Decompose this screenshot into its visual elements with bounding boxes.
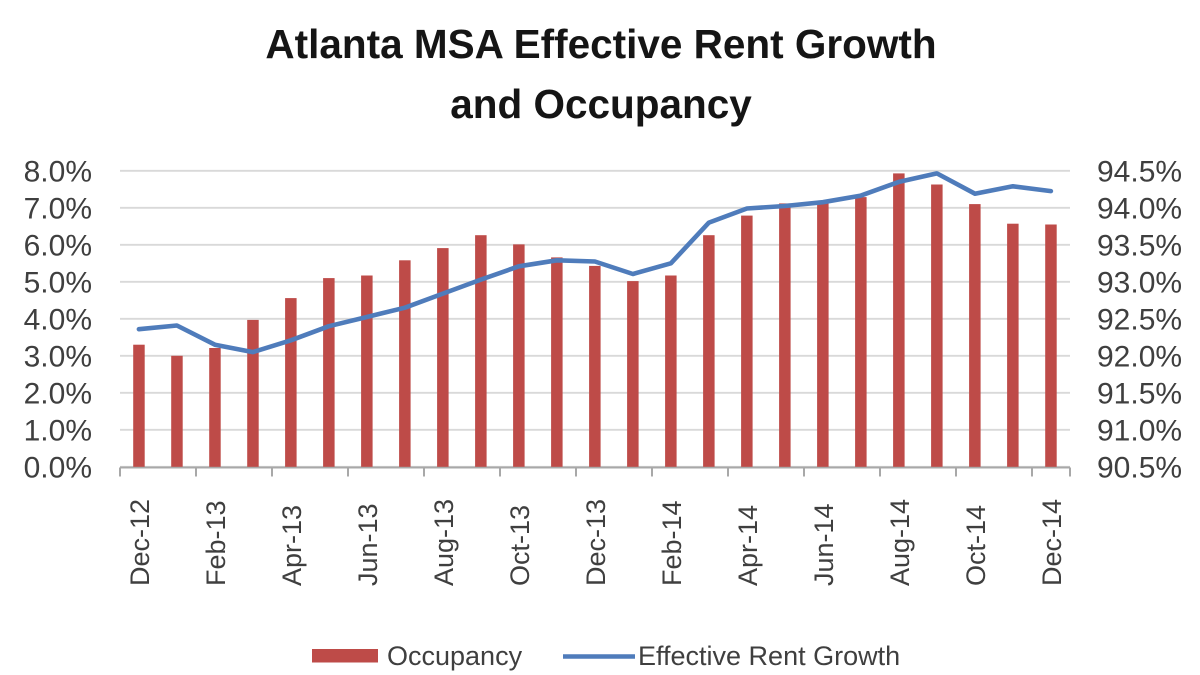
svg-text:91.0%: 91.0%	[1097, 414, 1182, 447]
svg-text:6.0%: 6.0%	[24, 229, 92, 262]
svg-text:Jun-14: Jun-14	[809, 503, 839, 586]
svg-text:Dec-14: Dec-14	[1037, 499, 1067, 586]
svg-text:4.0%: 4.0%	[24, 303, 92, 336]
svg-text:1.0%: 1.0%	[24, 414, 92, 447]
svg-text:and Occupancy: and Occupancy	[450, 81, 752, 127]
svg-text:8.0%: 8.0%	[24, 155, 92, 188]
svg-text:Dec-13: Dec-13	[581, 499, 611, 586]
svg-text:Atlanta MSA Effective Rent Gro: Atlanta MSA Effective Rent Growth	[265, 21, 936, 67]
svg-text:Aug-13: Aug-13	[429, 499, 459, 586]
svg-text:93.5%: 93.5%	[1097, 229, 1182, 262]
svg-text:Occupancy: Occupancy	[387, 641, 523, 671]
svg-text:94.5%: 94.5%	[1097, 155, 1182, 188]
svg-text:90.5%: 90.5%	[1097, 451, 1182, 484]
svg-text:92.5%: 92.5%	[1097, 303, 1182, 336]
svg-text:Oct-13: Oct-13	[505, 505, 535, 586]
svg-text:Jun-13: Jun-13	[353, 503, 383, 586]
svg-text:93.0%: 93.0%	[1097, 266, 1182, 299]
svg-text:0.0%: 0.0%	[24, 451, 92, 484]
svg-text:Feb-13: Feb-13	[201, 500, 231, 586]
svg-text:Apr-13: Apr-13	[277, 505, 307, 586]
svg-text:Effective Rent Growth: Effective Rent Growth	[638, 641, 900, 671]
svg-text:94.0%: 94.0%	[1097, 192, 1182, 225]
svg-text:91.5%: 91.5%	[1097, 377, 1182, 410]
svg-text:Dec-12: Dec-12	[125, 499, 155, 586]
svg-text:2.0%: 2.0%	[24, 377, 92, 410]
svg-text:Feb-14: Feb-14	[657, 500, 687, 586]
svg-text:Oct-14: Oct-14	[961, 505, 991, 586]
svg-text:7.0%: 7.0%	[24, 192, 92, 225]
svg-text:5.0%: 5.0%	[24, 266, 92, 299]
svg-text:Aug-14: Aug-14	[885, 499, 915, 586]
svg-text:3.0%: 3.0%	[24, 340, 92, 373]
svg-text:92.0%: 92.0%	[1097, 340, 1182, 373]
svg-text:Apr-14: Apr-14	[733, 505, 763, 586]
